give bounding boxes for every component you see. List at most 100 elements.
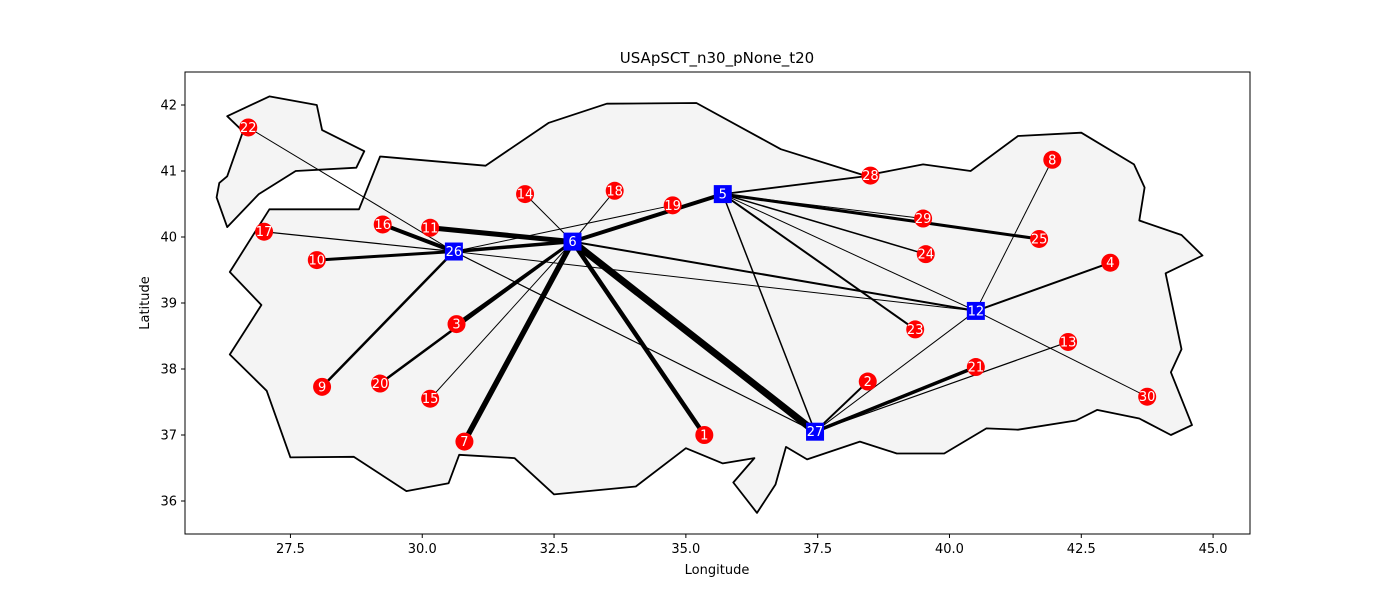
edge-6-11 — [429, 225, 573, 245]
edge-12-30 — [975, 310, 1148, 398]
edge-26-19 — [453, 204, 673, 253]
x-axis-label: Longitude — [685, 563, 750, 578]
hub-marker-12 — [966, 301, 985, 320]
node-marker-13 — [1059, 332, 1078, 351]
edge-26-17 — [264, 231, 454, 253]
edge-5-12 — [722, 193, 977, 312]
edge-6-26 — [453, 239, 573, 254]
node-marker-4 — [1101, 253, 1120, 272]
x-axis-ticks: 27.5 30.0 32.5 35.0 37.5 40.0 42.5 45.0 — [276, 534, 1228, 557]
y-tick-label: 41 — [160, 165, 177, 180]
node-label-20: 20 — [372, 377, 389, 392]
edge-26-12 — [453, 251, 976, 312]
node-label-16: 16 — [374, 218, 391, 233]
node-marker-14 — [516, 185, 535, 204]
edge-12-4 — [975, 261, 1111, 312]
edge-26-10 — [316, 250, 454, 262]
node-marker-1 — [695, 426, 714, 444]
node-marker-15 — [421, 389, 440, 408]
node-label-22: 22 — [240, 121, 257, 136]
edge-6-12 — [572, 240, 977, 312]
edge-5-27 — [722, 193, 816, 432]
edge-6-20 — [379, 240, 574, 385]
x-tick-label: 27.5 — [276, 542, 305, 557]
node-label-2: 2 — [864, 375, 872, 390]
node-marker-28 — [861, 166, 880, 185]
edge-27-21 — [814, 365, 977, 434]
node-label-17: 17 — [256, 225, 273, 240]
edge-6-5 — [571, 192, 724, 244]
edge-6-27 — [570, 238, 818, 435]
y-tick-label: 38 — [160, 363, 177, 378]
hub-label-12: 12 — [968, 304, 985, 319]
edge-6-1 — [570, 240, 707, 437]
edge-27-13 — [814, 341, 1069, 433]
node-marker-23 — [906, 320, 925, 339]
node-label-9: 9 — [318, 380, 326, 395]
node-marker-29 — [914, 209, 933, 228]
region-outline-anatolia — [228, 102, 1204, 514]
node-label-7: 7 — [460, 435, 468, 450]
node-marker-24 — [916, 245, 935, 264]
edge-5-25 — [722, 192, 1040, 241]
hub-label-5: 5 — [719, 188, 727, 203]
node-label-1: 1 — [700, 429, 708, 444]
edge-6-7 — [462, 240, 575, 443]
x-tick-label: 37.5 — [803, 542, 832, 557]
hub-marker-6 — [563, 232, 582, 251]
edge-26-27 — [453, 250, 816, 433]
node-marker-10 — [307, 251, 326, 270]
node-marker-30 — [1138, 387, 1157, 406]
hub-marker-26 — [444, 242, 463, 261]
x-tick-label: 40.0 — [935, 542, 964, 557]
node-marker-18 — [605, 181, 624, 200]
node-label-14: 14 — [517, 188, 534, 203]
y-tick-label: 40 — [160, 231, 177, 246]
node-label-29: 29 — [915, 212, 932, 227]
x-tick-label: 32.5 — [540, 542, 569, 557]
node-label-25: 25 — [1031, 232, 1048, 247]
node-marker-25 — [1030, 229, 1049, 248]
x-tick-label: 30.0 — [408, 542, 437, 557]
edge-26-16 — [381, 222, 455, 254]
hub-marker-27 — [806, 422, 825, 441]
node-label-28: 28 — [862, 169, 879, 184]
y-tick-label: 42 — [160, 99, 177, 114]
node-marker-19 — [663, 196, 682, 215]
node-label-21: 21 — [968, 361, 985, 376]
node-marker-21 — [966, 358, 985, 377]
node-marker-9 — [313, 377, 332, 396]
hub-label-6: 6 — [568, 235, 576, 250]
node-marker-7 — [455, 432, 474, 451]
y-tick-label: 37 — [160, 429, 177, 444]
node-marker-17 — [255, 222, 274, 241]
node-label-18: 18 — [606, 184, 623, 199]
node-label-10: 10 — [309, 254, 326, 269]
edge-26-9 — [321, 250, 455, 388]
x-tick-label: 42.5 — [1067, 542, 1096, 557]
node-label-8: 8 — [1048, 153, 1056, 168]
node-label-15: 15 — [422, 392, 439, 407]
nodes: 1234789101113141516171819202122232425282… — [239, 118, 1157, 451]
node-marker-11 — [421, 218, 440, 237]
node-marker-3 — [447, 315, 466, 334]
y-axis-ticks: 36 37 38 39 40 41 42 — [160, 99, 185, 510]
node-label-11: 11 — [422, 221, 439, 236]
x-tick-label: 45.0 — [1199, 542, 1228, 557]
x-tick-label: 35.0 — [671, 542, 700, 557]
node-label-4: 4 — [1106, 256, 1114, 271]
edge-6-15 — [429, 241, 573, 400]
node-label-13: 13 — [1060, 335, 1077, 350]
plot-area: 1234789101113141516171819202122232425282… — [215, 95, 1204, 514]
node-label-19: 19 — [664, 199, 681, 214]
node-marker-16 — [373, 215, 392, 234]
edge-5-28 — [722, 174, 871, 195]
hub-label-27: 27 — [807, 425, 824, 440]
y-tick-label: 39 — [160, 297, 177, 312]
node-marker-22 — [239, 118, 258, 137]
node-label-24: 24 — [917, 248, 934, 263]
y-tick-label: 36 — [160, 495, 177, 510]
node-label-30: 30 — [1139, 390, 1156, 405]
y-axis-label: Latitude — [138, 276, 153, 330]
